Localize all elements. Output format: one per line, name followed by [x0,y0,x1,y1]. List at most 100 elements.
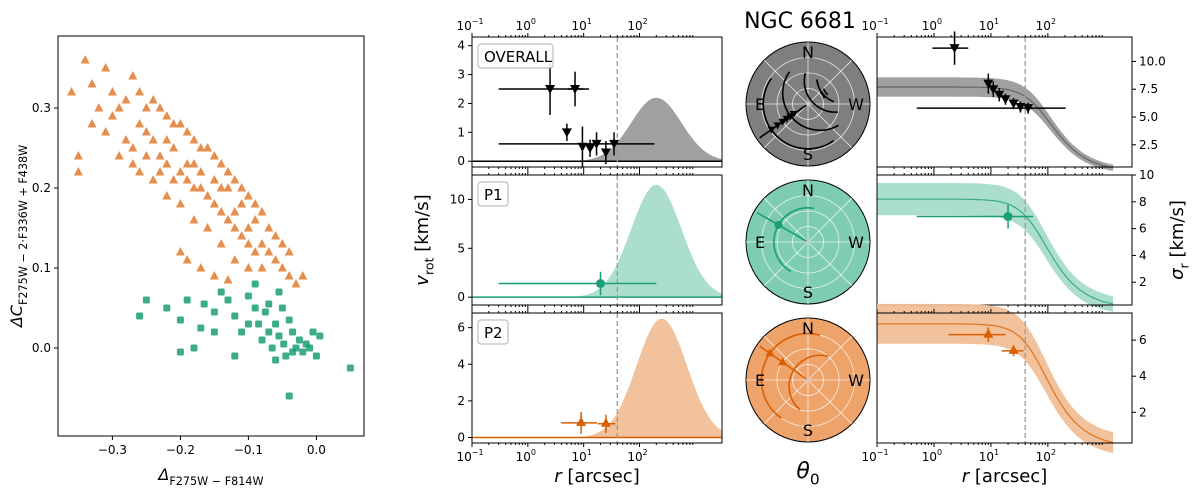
p1-point [275,332,283,340]
panel-label-box [477,43,554,69]
x-tick-label-top: 100 [922,17,942,33]
p2-point [237,183,247,192]
p2-point [264,247,274,256]
p2-point [87,119,97,128]
p1-point [299,348,307,356]
vrot-y-tick-label: 10 [450,192,465,206]
p2-point [182,255,192,264]
polar-arc [803,72,838,113]
sigma-point [1023,104,1034,114]
p2-point [203,191,213,200]
vrot-point [570,85,581,94]
sigma-y-tick-label: 2 [1139,275,1147,289]
p2-point [223,275,233,284]
p1-point [261,308,269,316]
x-tick-label-top: 101 [979,17,999,33]
p2-point [87,79,97,88]
p2-point [135,167,145,176]
p2-point [298,271,308,280]
polar-center [806,240,810,244]
p2-point [148,175,158,184]
sigma-y-tick-label: 4 [1139,248,1147,262]
p2-point [257,239,267,248]
p2-point [230,175,240,184]
p1-point [176,348,184,356]
vrot-y-tick-label: 2 [457,96,465,110]
compass-label: W [848,233,864,252]
p2-point [243,239,253,248]
p2-point [243,263,253,272]
p2-point [257,263,267,272]
p1-point [289,348,297,356]
p2-point [107,111,117,120]
p1-point [238,328,246,336]
p2-point [114,103,124,112]
panel-label: P2 [484,324,503,342]
p2-point [162,111,172,120]
kin-x-label-left: r [arcsec] [554,466,639,487]
x-tick-label-top: 10−1 [456,17,483,33]
compass-label: N [802,181,814,200]
vrot-point [576,416,587,426]
panel-label: P1 [484,186,503,204]
x-tick-label-top: 101 [571,17,591,33]
p2-point [216,239,226,248]
vrot-y-tick-label: 2 [457,394,465,408]
x-tick-label: 101 [571,448,591,464]
p2-point [277,239,287,248]
p2-point [175,167,185,176]
p2-point [216,183,226,192]
p1-point [278,304,286,312]
scatter-x-tick-label: −0.2 [166,443,195,457]
p2-point [203,143,213,152]
p1-point [200,300,208,308]
polar-arc [781,71,839,132]
sigma-y-tick-label: 5.0 [1139,110,1158,124]
sigma-point [988,85,999,95]
p2-point [128,143,138,152]
polar-grid-spoke [807,379,853,425]
p2-point [135,119,145,128]
p1-point [316,332,324,340]
p1-point [197,324,205,332]
vrot-point [609,139,620,149]
polar-arc [760,332,821,419]
p1-point [255,320,263,328]
sigma-y-tick-label: 7.5 [1139,82,1158,96]
p2-point [189,135,199,144]
p2-point [67,87,77,96]
p2-point [121,135,131,144]
sigma-y-tick-label: 10.0 [1139,54,1166,68]
p2-point [182,159,192,168]
sigma-point [1003,212,1013,222]
compass-label: W [848,371,864,390]
x-tick-label: 100 [516,448,536,464]
vrot-point [585,144,596,154]
polar-grid-spoke [807,59,853,105]
p2-point [223,167,233,176]
vrot-point [595,278,605,288]
sigma-point [983,328,994,338]
p2-point [107,87,117,96]
p1-point [285,392,293,400]
p1-point [163,304,171,312]
vrot-point [600,417,611,427]
polar-grid-spoke [807,103,853,149]
p2-point [196,263,206,272]
p1-point [136,312,144,320]
p2-point [257,207,267,216]
vrot-point [561,128,572,138]
vrot-y-label: vrot [km/s] [412,194,436,285]
sigma-point [994,90,1005,100]
polar-grid-spoke [763,103,809,149]
scatter-x-tick-label: −0.1 [234,443,263,457]
x-tick-label: 100 [922,448,942,464]
p2-point [155,103,165,112]
p2-point [169,175,179,184]
x-tick-label: 101 [979,448,999,464]
compass-label: N [802,319,814,338]
p2-point [182,127,192,136]
panel-label-box [477,181,509,207]
vrot-model-band [472,318,722,438]
vrot-y-tick-label: 0 [457,154,465,168]
